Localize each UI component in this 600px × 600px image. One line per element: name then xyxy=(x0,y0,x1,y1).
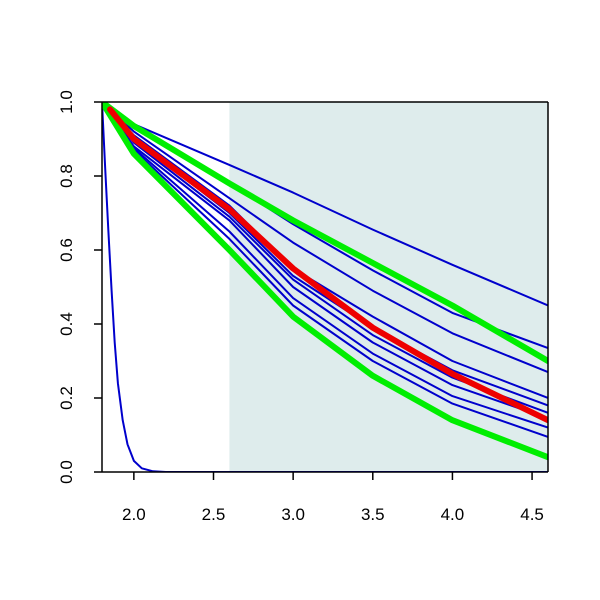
series-line-4 xyxy=(102,102,548,374)
series-line-13 xyxy=(107,106,548,424)
y-tick-label-3: 0.6 xyxy=(57,238,76,262)
y-tick-label-5: 1.0 xyxy=(57,90,76,114)
series-line-11 xyxy=(102,102,548,364)
x-tick-label-5: 4.5 xyxy=(520,505,544,524)
y-tick-label-1: 0.2 xyxy=(57,386,76,410)
shaded-region xyxy=(229,102,548,472)
x-tick-label-3: 3.5 xyxy=(361,505,385,524)
y-tick-label-0: 0.0 xyxy=(57,460,76,484)
y-tick-label-2: 0.4 xyxy=(57,312,76,336)
x-tick-label-0: 2.0 xyxy=(122,505,146,524)
x-tick-label-4: 4.0 xyxy=(441,505,465,524)
x-tick-label-2: 3.0 xyxy=(281,505,305,524)
x-axis-ticks: 2.0 2.5 3.0 3.5 4.0 4.5 xyxy=(122,472,544,524)
series-layer xyxy=(102,102,548,472)
series-line-8 xyxy=(102,102,548,420)
series-line-12 xyxy=(102,102,548,461)
x-tick-label-1: 2.5 xyxy=(202,505,226,524)
y-tick-label-4: 0.8 xyxy=(57,164,76,188)
y-axis-ticks: 0.0 0.2 0.4 0.6 0.8 1.0 xyxy=(57,90,102,484)
